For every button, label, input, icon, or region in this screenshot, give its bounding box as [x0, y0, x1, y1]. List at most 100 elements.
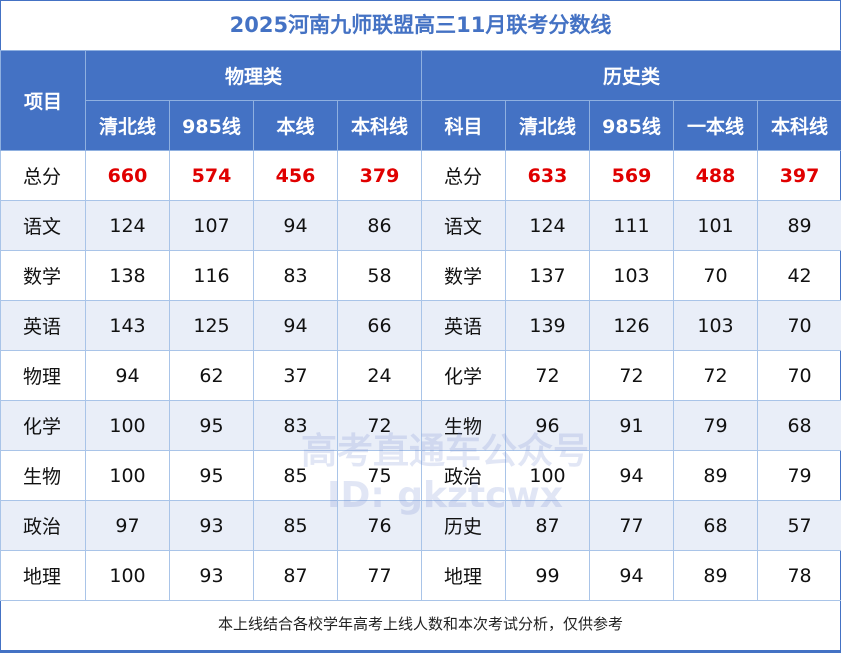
physics-score-cell: 86: [338, 201, 422, 251]
history-score-cell: 126: [590, 301, 674, 351]
history-subject-cell: 总分: [422, 151, 506, 201]
physics-score-cell: 97: [86, 501, 170, 551]
history-subject-cell: 数学: [422, 251, 506, 301]
history-subject-cell: 历史: [422, 501, 506, 551]
physics-column-header: 985线: [170, 101, 254, 151]
physics-score-cell: 95: [170, 401, 254, 451]
history-score-cell: 70: [758, 351, 841, 401]
history-score-cell: 70: [758, 301, 841, 351]
history-column-header: 985线: [590, 101, 674, 151]
physics-score-cell: 456: [254, 151, 338, 201]
physics-subject-cell: 政治: [1, 501, 86, 551]
physics-score-cell: 75: [338, 451, 422, 501]
history-score-cell: 68: [674, 501, 758, 551]
history-column-header: 本科线: [758, 101, 841, 151]
physics-subject-cell: 数学: [1, 251, 86, 301]
history-score-cell: 633: [506, 151, 590, 201]
history-score-cell: 78: [758, 551, 841, 601]
physics-score-cell: 93: [170, 551, 254, 601]
history-score-cell: 79: [758, 451, 841, 501]
history-score-cell: 99: [506, 551, 590, 601]
physics-score-cell: 379: [338, 151, 422, 201]
physics-score-cell: 138: [86, 251, 170, 301]
physics-score-cell: 77: [338, 551, 422, 601]
physics-score-cell: 62: [170, 351, 254, 401]
history-subject-cell: 化学: [422, 351, 506, 401]
physics-score-cell: 95: [170, 451, 254, 501]
physics-score-cell: 93: [170, 501, 254, 551]
physics-score-cell: 107: [170, 201, 254, 251]
history-subject-cell: 英语: [422, 301, 506, 351]
physics-score-cell: 660: [86, 151, 170, 201]
history-score-cell: 79: [674, 401, 758, 451]
physics-score-cell: 100: [86, 401, 170, 451]
history-score-cell: 70: [674, 251, 758, 301]
history-score-cell: 96: [506, 401, 590, 451]
physics-score-cell: 24: [338, 351, 422, 401]
physics-score-cell: 87: [254, 551, 338, 601]
history-group-header: 历史类: [422, 51, 841, 101]
history-score-cell: 111: [590, 201, 674, 251]
physics-subject-cell: 英语: [1, 301, 86, 351]
physics-subject-cell: 地理: [1, 551, 86, 601]
physics-score-cell: 66: [338, 301, 422, 351]
history-score-cell: 397: [758, 151, 841, 201]
physics-column-header: 清北线: [86, 101, 170, 151]
history-score-cell: 72: [674, 351, 758, 401]
history-score-cell: 139: [506, 301, 590, 351]
history-score-cell: 87: [506, 501, 590, 551]
physics-score-cell: 76: [338, 501, 422, 551]
history-score-cell: 94: [590, 551, 674, 601]
page-title: 2025河南九师联盟高三11月联考分数线: [0, 0, 841, 51]
physics-subject-cell: 语文: [1, 201, 86, 251]
history-column-header: 清北线: [506, 101, 590, 151]
history-score-cell: 42: [758, 251, 841, 301]
physics-score-cell: 100: [86, 551, 170, 601]
physics-score-cell: 83: [254, 401, 338, 451]
history-subject-cell: 政治: [422, 451, 506, 501]
history-score-cell: 101: [674, 201, 758, 251]
history-score-cell: 488: [674, 151, 758, 201]
physics-score-cell: 37: [254, 351, 338, 401]
physics-score-cell: 94: [86, 351, 170, 401]
history-subject-cell: 语文: [422, 201, 506, 251]
history-column-header: 一本线: [674, 101, 758, 151]
physics-column-header: 本科线: [338, 101, 422, 151]
physics-subject-cell: 物理: [1, 351, 86, 401]
physics-score-cell: 143: [86, 301, 170, 351]
history-score-cell: 137: [506, 251, 590, 301]
history-score-cell: 77: [590, 501, 674, 551]
physics-score-cell: 72: [338, 401, 422, 451]
history-score-cell: 89: [758, 201, 841, 251]
physics-score-cell: 574: [170, 151, 254, 201]
history-score-cell: 103: [590, 251, 674, 301]
history-score-cell: 569: [590, 151, 674, 201]
history-score-cell: 94: [590, 451, 674, 501]
history-score-cell: 57: [758, 501, 841, 551]
physics-score-cell: 83: [254, 251, 338, 301]
physics-group-header: 物理类: [86, 51, 422, 101]
physics-score-cell: 125: [170, 301, 254, 351]
physics-score-cell: 94: [254, 301, 338, 351]
physics-score-cell: 85: [254, 451, 338, 501]
history-subject-cell: 生物: [422, 401, 506, 451]
physics-score-cell: 100: [86, 451, 170, 501]
history-column-header: 科目: [422, 101, 506, 151]
history-score-cell: 68: [758, 401, 841, 451]
history-score-cell: 89: [674, 551, 758, 601]
physics-score-cell: 116: [170, 251, 254, 301]
history-score-cell: 100: [506, 451, 590, 501]
physics-score-cell: 85: [254, 501, 338, 551]
physics-column-header: 本线: [254, 101, 338, 151]
history-score-cell: 103: [674, 301, 758, 351]
